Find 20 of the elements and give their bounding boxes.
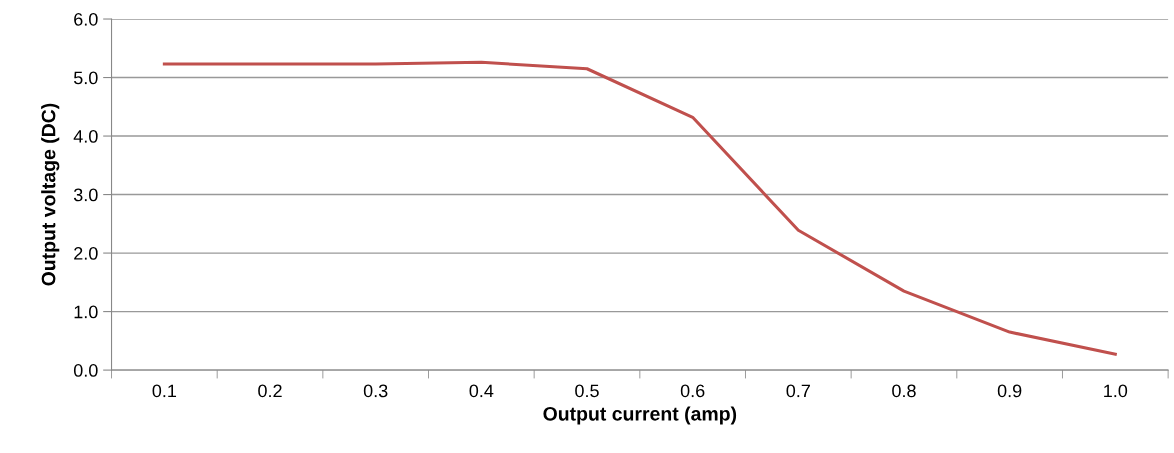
x-tick-label: 0.1 <box>152 384 177 398</box>
y-tick-label: 2.0 <box>74 247 98 260</box>
y-axis-title: Output voltage (DC) <box>41 103 60 286</box>
x-tick-label: 0.9 <box>997 384 1022 398</box>
x-tick-label: 0.2 <box>258 384 282 398</box>
y-tick-label: 5.0 <box>73 71 98 85</box>
x-tick-label: 0.6 <box>680 384 705 398</box>
x-tick-label: 0.4 <box>469 384 494 398</box>
y-tick-label: 3.0 <box>73 188 98 202</box>
x-tick-label: 0.8 <box>892 384 916 398</box>
x-tick-label: 0.5 <box>575 384 599 398</box>
x-tick-label: 1.0 <box>1104 384 1128 398</box>
y-tick-label: 6.0 <box>74 12 98 26</box>
x-axis-title: Output current (amp) <box>543 406 737 425</box>
x-tick-label: 0.3 <box>363 384 388 398</box>
y-tick-label: 1.0 <box>74 305 98 319</box>
line-series <box>162 60 1117 356</box>
x-tick-label: 0.7 <box>786 384 810 398</box>
y-tick-label: 0.0 <box>73 364 98 377</box>
y-tick-label: 4.0 <box>73 129 98 143</box>
